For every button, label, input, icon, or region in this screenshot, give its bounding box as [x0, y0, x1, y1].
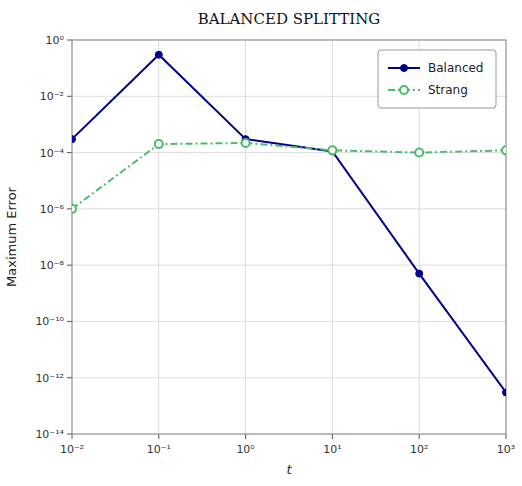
point	[242, 139, 250, 147]
x-grid-line	[332, 40, 333, 434]
point	[416, 270, 423, 277]
x-tick-label: 10²	[410, 443, 428, 456]
x-tick	[419, 434, 420, 439]
y-grid-line	[72, 265, 506, 266]
legend: Balanced Strang	[378, 50, 496, 108]
y-tick	[67, 377, 72, 378]
legend-label: Strang	[428, 83, 468, 97]
y-tick	[67, 96, 72, 97]
y-tick	[67, 265, 72, 266]
y-tick-label: 10⁻¹⁰	[35, 315, 64, 328]
x-tick	[245, 434, 246, 439]
x-axis-label: t	[286, 462, 292, 477]
y-tick-label: 10⁻⁸	[40, 259, 65, 272]
x-tick	[72, 434, 73, 439]
point	[155, 140, 163, 148]
point	[503, 389, 507, 396]
point	[415, 149, 423, 157]
y-tick	[67, 434, 72, 435]
x-tick	[158, 434, 159, 439]
x-tick-label: 10³	[497, 443, 515, 456]
x-tick-label: 10⁰	[236, 443, 255, 456]
y-tick-label: 10⁻⁴	[40, 147, 65, 160]
y-grid-line	[72, 377, 506, 378]
y-tick-label: 10⁻¹²	[35, 372, 64, 385]
series-line	[72, 143, 506, 209]
title: BALANCED SPLITTING	[198, 10, 381, 28]
point	[328, 146, 336, 154]
point	[502, 146, 506, 154]
x-tick-label: 10¹	[323, 443, 341, 456]
point	[155, 51, 162, 58]
x-tick-label: 10⁻¹	[147, 443, 171, 456]
axes: 10⁻¹⁴ 10⁻¹² 10⁻¹⁰ 10⁻⁸ 10⁻⁶ 10⁻⁴ 10⁻² 10⁰ 10⁻² 10…	[35, 34, 515, 456]
x-grid-line	[158, 40, 159, 434]
legend-marker	[401, 65, 408, 72]
plot-frame	[72, 40, 506, 434]
legend-marker	[400, 86, 408, 94]
point	[72, 136, 76, 143]
y-tick-label: 10⁻²	[40, 90, 64, 103]
x-tick	[506, 434, 507, 439]
y-axis-label: Maximum Error	[4, 186, 19, 287]
legend-label: Balanced	[428, 61, 483, 75]
y-tick-label: 10⁻¹⁴	[35, 428, 64, 441]
y-tick-label: 10⁰	[46, 34, 65, 47]
y-tick	[67, 40, 72, 41]
point	[72, 205, 76, 213]
y-grid-line	[72, 321, 506, 322]
y-tick	[67, 321, 72, 322]
y-tick-label: 10⁻⁶	[40, 203, 65, 216]
x-tick	[332, 434, 333, 439]
y-tick	[67, 208, 72, 209]
background	[0, 0, 522, 486]
grid	[72, 40, 506, 434]
x-grid-line	[245, 40, 246, 434]
x-tick-label: 10⁻²	[60, 443, 84, 456]
chart: 10⁻¹⁴ 10⁻¹² 10⁻¹⁰ 10⁻⁸ 10⁻⁶ 10⁻⁴ 10⁻² 10⁰ 10⁻² 10…	[0, 0, 522, 486]
legend-box	[378, 50, 496, 108]
y-tick	[67, 152, 72, 153]
y-grid-line	[72, 208, 506, 209]
